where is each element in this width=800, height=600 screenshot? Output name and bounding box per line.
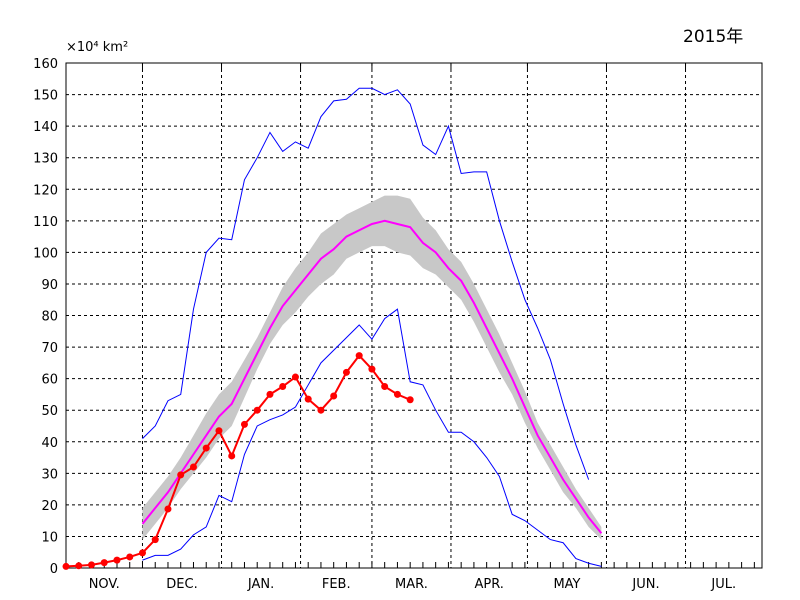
y-tick-label: 120 [33,183,58,198]
series-2015-point [189,463,197,471]
series-2015-point [62,562,70,570]
x-month-label: NOV. [89,577,120,592]
y-tick-label: 80 [41,310,58,325]
series-2015-line [65,354,411,568]
series-2015-point [87,561,95,569]
y-tick-label: 130 [33,152,58,167]
y-tick-label: 20 [41,499,58,514]
y-axis-unit: ×10⁴ km² [66,40,128,55]
series-2015-point [126,553,134,561]
series-2015-point [342,368,350,376]
series-2015-point [330,392,338,400]
x-month-label: JUL. [710,577,736,592]
series-2015-point [381,383,389,391]
series-2015-point [393,390,401,398]
series-2015-point [368,365,376,373]
series-2015-point [75,562,83,570]
series-2015-point [164,505,172,513]
series-2015-point [177,471,185,479]
mean-line [141,219,603,534]
series-2015-point [215,427,223,435]
y-tick-label: 150 [33,89,58,104]
x-month-label: JUN. [631,577,659,592]
series-2015-point [228,452,236,460]
series-2015-point [240,420,248,428]
series-2015-point [253,406,261,414]
y-tick-label: 30 [41,467,58,482]
series-2015-point [138,549,146,557]
y-tick-label: 10 [41,530,58,545]
plot-frame [65,62,763,569]
x-month-label: MAY [553,577,580,592]
x-month-label: JAN. [247,577,274,592]
series-2015-point [100,559,108,567]
series-2015-point [151,536,159,544]
x-month-label: MAR. [395,577,428,592]
series-2015-point [406,396,414,404]
series-2015-point [202,444,210,452]
y-tick-label: 160 [33,57,58,72]
y-tick-label: 100 [33,246,58,261]
max-line [142,87,590,480]
y-tick-label: 60 [41,373,58,388]
series-2015-point [291,373,299,381]
x-month-label: FEB. [322,577,351,592]
y-tick-label: 90 [41,278,58,293]
y-tick-label: 50 [41,404,58,419]
series-2015-point [304,395,312,403]
series-2015-point [113,556,121,564]
y-tick-label: 140 [33,120,58,135]
x-month-label: DEC. [166,577,197,592]
y-tick-label: 40 [41,436,58,451]
y-tick-label: 110 [33,215,58,230]
y-tick-label: 70 [41,341,58,356]
std-deviation-band [142,195,602,540]
series-2015-point [266,390,274,398]
series-2015-point [317,406,325,414]
series-2015-point [279,383,287,391]
y-tick-label: 0 [50,562,58,577]
min-line [142,308,602,567]
series-2015-point [355,352,363,360]
x-month-label: APR. [474,577,503,592]
chart-title: 2015年 [683,27,743,47]
